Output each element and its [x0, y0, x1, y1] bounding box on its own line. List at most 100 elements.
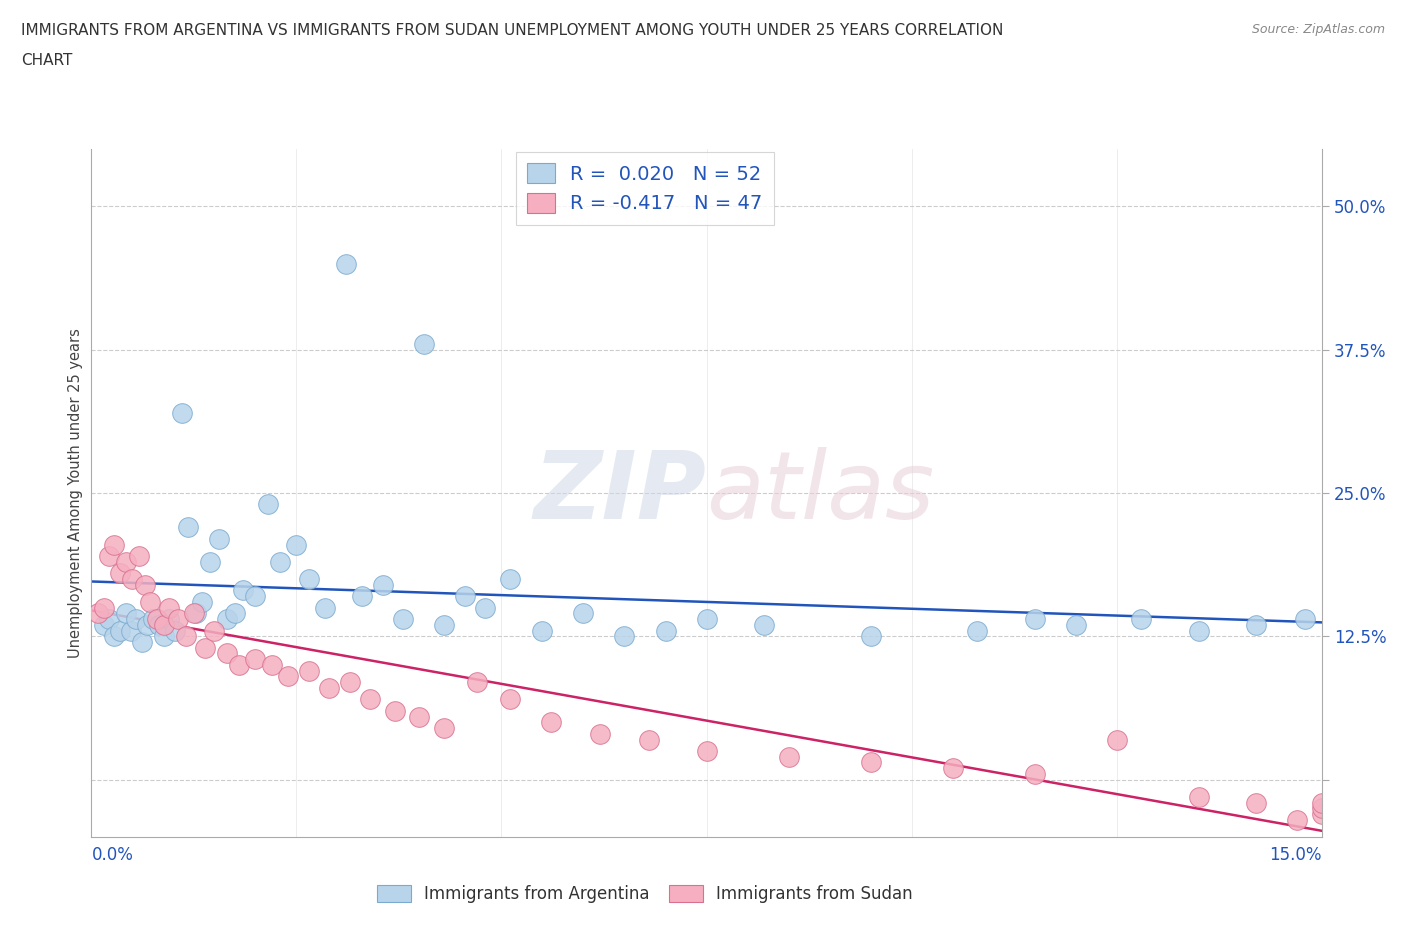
- Point: [453, 589, 475, 604]
- Legend: Immigrants from Argentina, Immigrants from Sudan: Immigrants from Argentina, Immigrants fr…: [368, 876, 921, 911]
- Point: [157, 612, 180, 627]
- Point: [498, 692, 520, 707]
- Point: [215, 612, 238, 627]
- Point: [224, 606, 246, 621]
- Point: [1310, 795, 1333, 810]
- Point: [314, 600, 336, 615]
- Point: [174, 629, 197, 644]
- Point: [193, 641, 217, 656]
- Point: [498, 572, 520, 587]
- Text: CHART: CHART: [21, 53, 73, 68]
- Point: [298, 663, 321, 678]
- Point: [114, 606, 138, 621]
- Point: [191, 594, 214, 609]
- Point: [146, 612, 169, 627]
- Point: [335, 256, 357, 271]
- Point: [142, 612, 165, 627]
- Point: [114, 554, 138, 569]
- Point: [157, 600, 180, 615]
- Point: [1024, 612, 1046, 627]
- Point: [215, 646, 238, 661]
- Point: [166, 612, 188, 627]
- Point: [152, 629, 174, 644]
- Point: [408, 710, 430, 724]
- Point: [134, 578, 156, 592]
- Point: [384, 703, 406, 718]
- Point: [298, 572, 321, 587]
- Point: [572, 606, 595, 621]
- Point: [170, 405, 193, 420]
- Point: [654, 623, 676, 638]
- Point: [128, 549, 150, 564]
- Point: [228, 658, 250, 672]
- Point: [465, 675, 488, 690]
- Point: [859, 629, 882, 644]
- Point: [638, 732, 661, 747]
- Point: [285, 538, 308, 552]
- Point: [1285, 813, 1308, 828]
- Point: [98, 612, 121, 627]
- Point: [136, 618, 159, 632]
- Point: [245, 589, 267, 604]
- Point: [103, 629, 125, 644]
- Point: [433, 721, 456, 736]
- Point: [200, 554, 222, 569]
- Point: [589, 726, 612, 741]
- Point: [540, 715, 562, 730]
- Point: [93, 618, 115, 632]
- Point: [103, 538, 125, 552]
- Point: [125, 612, 148, 627]
- Point: [1244, 795, 1267, 810]
- Point: [260, 658, 283, 672]
- Point: [1064, 618, 1087, 632]
- Point: [941, 761, 963, 776]
- Point: [232, 583, 254, 598]
- Point: [121, 572, 143, 587]
- Point: [98, 549, 121, 564]
- Point: [93, 600, 115, 615]
- Point: [108, 565, 131, 580]
- Point: [269, 554, 291, 569]
- Point: [131, 634, 153, 649]
- Point: [695, 612, 717, 627]
- Point: [1187, 790, 1209, 804]
- Point: [108, 623, 131, 638]
- Point: [87, 606, 110, 621]
- Point: [245, 652, 267, 667]
- Text: Source: ZipAtlas.com: Source: ZipAtlas.com: [1251, 23, 1385, 36]
- Point: [1130, 612, 1153, 627]
- Point: [966, 623, 988, 638]
- Point: [1244, 618, 1267, 632]
- Point: [359, 692, 381, 707]
- Point: [207, 531, 229, 546]
- Point: [339, 675, 361, 690]
- Point: [752, 618, 775, 632]
- Point: [350, 589, 373, 604]
- Point: [1187, 623, 1209, 638]
- Point: [1310, 806, 1333, 821]
- Point: [1105, 732, 1128, 747]
- Point: [148, 618, 170, 632]
- Point: [186, 606, 208, 621]
- Point: [859, 755, 882, 770]
- Point: [1294, 612, 1316, 627]
- Point: [392, 612, 415, 627]
- Point: [177, 520, 200, 535]
- Text: atlas: atlas: [706, 447, 935, 538]
- Text: 15.0%: 15.0%: [1270, 846, 1322, 864]
- Point: [531, 623, 554, 638]
- Point: [474, 600, 496, 615]
- Point: [371, 578, 394, 592]
- Y-axis label: Unemployment Among Youth under 25 years: Unemployment Among Youth under 25 years: [67, 328, 83, 658]
- Point: [120, 623, 142, 638]
- Point: [277, 669, 299, 684]
- Point: [183, 606, 205, 621]
- Point: [412, 337, 434, 352]
- Point: [318, 681, 340, 696]
- Text: ZIP: ZIP: [534, 447, 706, 538]
- Point: [152, 618, 174, 632]
- Text: IMMIGRANTS FROM ARGENTINA VS IMMIGRANTS FROM SUDAN UNEMPLOYMENT AMONG YOUTH UNDE: IMMIGRANTS FROM ARGENTINA VS IMMIGRANTS …: [21, 23, 1004, 38]
- Text: 0.0%: 0.0%: [91, 846, 134, 864]
- Point: [433, 618, 456, 632]
- Point: [202, 623, 225, 638]
